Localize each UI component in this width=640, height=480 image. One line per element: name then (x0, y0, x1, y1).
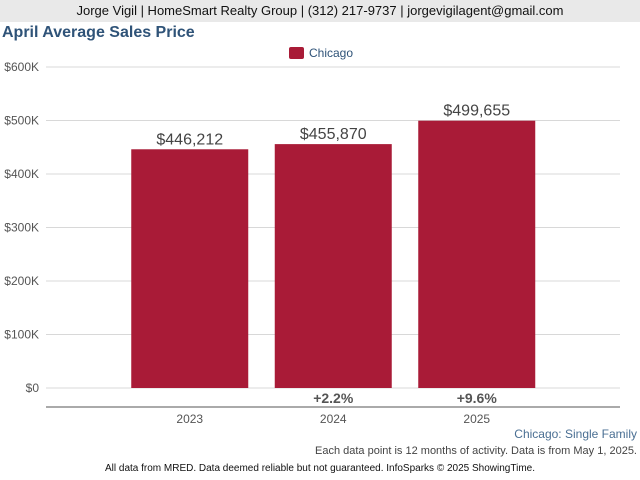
footer-disclaimer: All data from MRED. Data deemed reliable… (104, 463, 535, 474)
legend-swatch-chicago (289, 47, 304, 59)
chart-legend[interactable]: Chicago (289, 45, 353, 61)
y-tick-label: $100K (4, 328, 39, 342)
y-axis-ticks: $0 $100K $200K $300K $400K $500K $600K (4, 60, 39, 395)
bar-2024[interactable] (274, 144, 392, 388)
x-axis-ticks: 2023 2024 2025 (176, 412, 490, 426)
percent-change-label: +9.6% (457, 390, 498, 406)
bars: $446,212 $455,870 +2.2% $499,655 +9.6% (131, 103, 536, 406)
bar-value-label: $455,870 (300, 126, 367, 143)
y-tick-label: $400K (4, 167, 39, 181)
y-tick-label: $500K (4, 114, 39, 128)
x-tick-label: 2025 (463, 412, 490, 426)
y-tick-label: $200K (4, 274, 39, 288)
x-tick-label: 2023 (176, 412, 203, 426)
y-tick-label: $300K (4, 221, 39, 235)
data-note: Each data point is 12 months of activity… (314, 445, 637, 457)
legend-label-chicago: Chicago (309, 46, 354, 60)
y-tick-label: $600K (4, 60, 39, 74)
percent-change-label: +2.2% (313, 390, 354, 406)
chart-title: April Average Sales Price (2, 24, 195, 41)
bar-value-label: $499,655 (443, 103, 510, 120)
bar-value-label: $446,212 (156, 131, 223, 148)
y-tick-label: $0 (26, 381, 40, 395)
bar-2023[interactable] (131, 149, 249, 388)
chart-subtitle[interactable]: Chicago: Single Family (514, 427, 637, 441)
bar-2025[interactable] (418, 120, 536, 389)
x-tick-label: 2024 (320, 412, 347, 426)
agent-contact-bar: Jorge Vigil | HomeSmart Realty Group | (… (0, 0, 640, 22)
